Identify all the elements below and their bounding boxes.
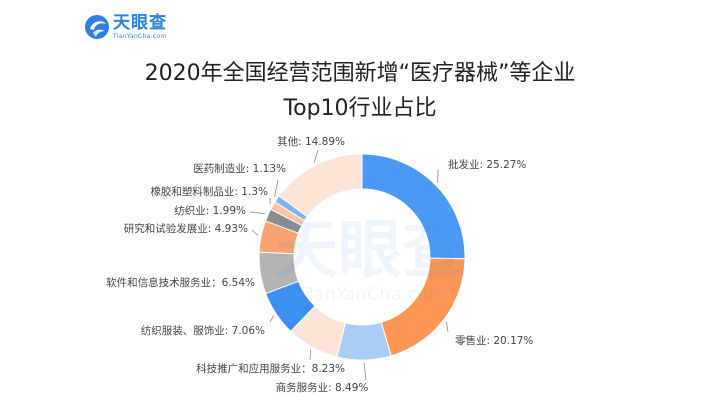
leader-line-textile bbox=[249, 211, 266, 215]
svg-text:TianYanCha.com: TianYanCha.com bbox=[297, 284, 446, 305]
watermark: 天眼查 TianYanCha.com bbox=[274, 214, 466, 305]
slice-business-services bbox=[336, 321, 392, 361]
label-retail: 零售业: 20.17% bbox=[455, 334, 533, 347]
label-rubber-plastics: 橡胶和塑料制品业: 1.3% bbox=[150, 185, 268, 198]
label-tech-promotion: 科技推广和应用服务业：8.23% bbox=[196, 362, 345, 375]
label-software-it: 软件和信息技术服务业：6.54% bbox=[106, 276, 255, 289]
slice-labels: 批发业: 25.27% 零售业: 20.17% 商务服务业: 8.49% 科技推广和应… bbox=[106, 135, 533, 394]
leader-line-other bbox=[313, 149, 319, 163]
svg-text:天眼查: 天眼查 bbox=[274, 214, 466, 288]
tianyancha-logo: 天眼查 TianYanCha.com bbox=[84, 13, 167, 41]
leader-line-apparel bbox=[269, 315, 274, 323]
logo-icon bbox=[85, 15, 109, 39]
leader-line-business-services bbox=[363, 362, 367, 381]
label-business-services: 商务服务业: 8.49% bbox=[276, 381, 369, 394]
label-textile: 纺织业: 1.99% bbox=[174, 204, 246, 217]
chart-title-line2: Top10行业占比 bbox=[283, 96, 437, 121]
leader-line-research-development bbox=[251, 229, 259, 236]
leader-line-pharma bbox=[274, 179, 279, 198]
label-apparel: 纺织服装、服饰业: 7.06% bbox=[141, 324, 265, 337]
slice-other bbox=[278, 153, 363, 218]
label-wholesale: 批发业: 25.27% bbox=[448, 158, 526, 171]
chart-title-line1: 2020年全国经营范围新增“医疗器械”等企业 bbox=[144, 61, 576, 86]
label-other: 其他: 14.89% bbox=[277, 135, 345, 148]
logo-name-cn: 天眼查 bbox=[113, 12, 167, 33]
logo-name-en: TianYanCha.com bbox=[113, 32, 167, 40]
label-research-development: 研究和试验发展业: 4.93% bbox=[124, 222, 248, 235]
leader-line-retail bbox=[445, 321, 449, 333]
label-pharma: 医药制造业: 1.13% bbox=[193, 162, 286, 175]
donut-slices bbox=[258, 153, 466, 361]
leader-line-tech-promotion bbox=[309, 349, 312, 361]
